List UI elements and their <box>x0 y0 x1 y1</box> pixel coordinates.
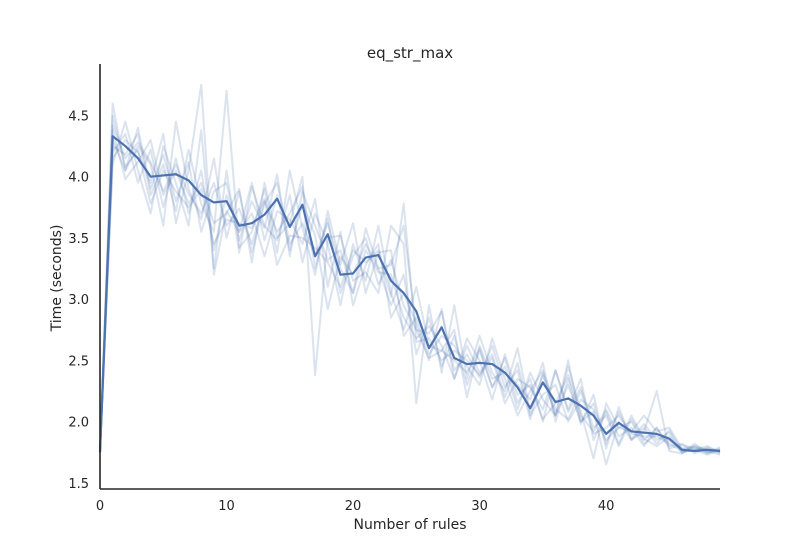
x-tick-labels: 0 10 20 30 40 <box>96 499 615 514</box>
run-series-line-9 <box>99 114 721 454</box>
run-series-line-8 <box>99 83 721 466</box>
x-axis-label: Number of rules <box>353 517 466 533</box>
y-axis-label: Time (seconds) <box>49 225 65 333</box>
y-tick-label-3-5: 3.5 <box>68 232 89 247</box>
y-tick-label-1-5: 1.5 <box>68 477 89 492</box>
run-series-line-3 <box>99 132 721 456</box>
y-tick-label-3-0: 3.0 <box>68 293 89 308</box>
y-tick-label-4-0: 4.0 <box>68 171 89 186</box>
chart-title: eq_str_max <box>367 44 453 63</box>
x-tick-label-40: 40 <box>598 499 615 514</box>
x-tick-label-0: 0 <box>96 499 104 514</box>
run-series-line-1 <box>99 124 721 455</box>
run-series-line-2 <box>99 102 721 455</box>
run-series-line-6 <box>99 89 721 455</box>
run-series-line-7 <box>99 129 721 460</box>
x-tick-label-10: 10 <box>218 499 235 514</box>
x-tick-label-20: 20 <box>345 499 362 514</box>
run-series-line-5 <box>99 120 721 454</box>
y-tick-label-4-5: 4.5 <box>68 109 89 124</box>
individual-runs <box>99 83 721 466</box>
y-tick-labels: 1.5 2.0 2.5 3.0 3.5 4.0 4.5 <box>68 109 89 491</box>
axes <box>99 64 720 490</box>
mean-series-line <box>98 135 721 453</box>
run-series-line-4 <box>99 120 721 456</box>
mean-series <box>98 135 721 453</box>
x-tick-label-30: 30 <box>471 499 488 514</box>
y-tick-label-2-5: 2.5 <box>68 354 89 369</box>
y-tick-label-2-0: 2.0 <box>68 416 89 431</box>
